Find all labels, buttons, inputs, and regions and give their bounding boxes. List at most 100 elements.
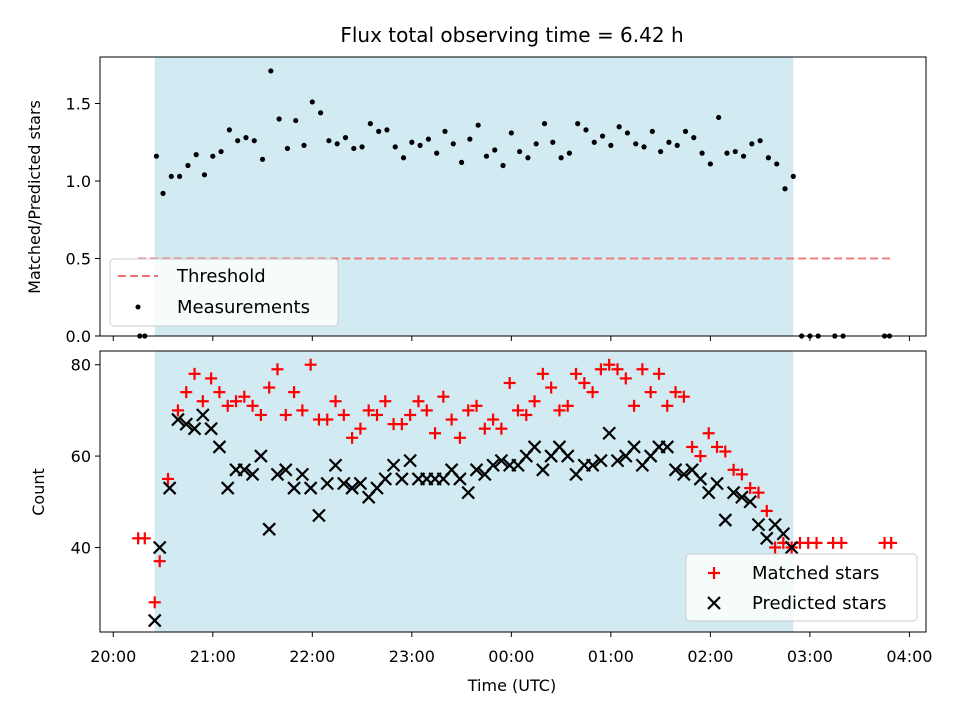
x-tick-label: 23:00 xyxy=(389,647,435,666)
predicted-star-point xyxy=(196,408,210,422)
measurement-point xyxy=(276,116,282,122)
matched-star-point xyxy=(694,450,707,463)
predicted-star-point xyxy=(560,449,575,463)
measurement-point xyxy=(301,142,307,148)
matched-star-point xyxy=(677,390,690,403)
predicted-star-point xyxy=(743,495,757,509)
measurement-point xyxy=(492,147,498,153)
matched-star-point xyxy=(835,536,848,549)
measurement-point xyxy=(400,155,407,161)
measurement-point xyxy=(782,186,788,192)
measurement-point xyxy=(259,156,266,162)
matched-star-point xyxy=(346,431,359,444)
matched-star-point xyxy=(528,395,541,408)
measurement-point xyxy=(624,130,631,136)
matched-star-point xyxy=(686,440,699,453)
measurement-point xyxy=(201,172,208,178)
matched-star-point xyxy=(148,596,161,609)
matched-star-point xyxy=(180,386,193,399)
y-tick-label: 0.0 xyxy=(66,327,91,346)
matched-star-point xyxy=(230,395,243,408)
predicted-star-point xyxy=(776,526,791,541)
matched-star-point xyxy=(462,404,475,417)
predicted-star-point xyxy=(386,458,401,473)
predicted-star-point xyxy=(718,513,733,527)
measurement-point xyxy=(591,139,597,145)
x-tick-label: 21:00 xyxy=(190,647,236,666)
x-tick-label: 22:00 xyxy=(289,647,335,666)
measurement-point xyxy=(210,153,216,159)
matched-star-point xyxy=(370,408,383,421)
matched-star-point xyxy=(221,399,234,412)
matched-star-point xyxy=(453,431,466,444)
x-tick-label: 03:00 xyxy=(787,647,833,666)
measurement-point xyxy=(550,139,556,145)
y-tick-label: 1.5 xyxy=(66,95,91,114)
measurement-point xyxy=(517,148,523,155)
predicted-star-point xyxy=(204,421,218,436)
matched-star-point xyxy=(594,363,607,376)
measurement-point xyxy=(243,135,249,141)
matched-star-point xyxy=(404,408,417,421)
matched-star-point xyxy=(735,468,748,481)
matched-star-point xyxy=(279,408,292,421)
predicted-star-point xyxy=(668,463,683,477)
matched-star-point xyxy=(429,427,442,440)
measurement-point xyxy=(168,173,174,179)
bottom-x-ticks: 20:00 21:00 22:00 23:00 00:00 01:00 02:00 03:00… xyxy=(90,632,932,666)
top-x-ticks xyxy=(112,336,910,341)
measurement-point xyxy=(616,124,622,130)
measurement-point xyxy=(732,148,738,155)
matched-star-point xyxy=(238,390,251,403)
measurement-point xyxy=(649,128,655,134)
legend-threshold-label: Threshold xyxy=(176,266,266,287)
measurement-point xyxy=(392,144,398,150)
bottom-legend: Matched stars Predicted stars xyxy=(685,553,918,622)
matched-star-point xyxy=(420,404,433,417)
measurement-point xyxy=(658,148,664,155)
matched-star-point xyxy=(445,413,458,426)
bottom-axes-frame xyxy=(99,350,927,633)
matched-star-point xyxy=(329,395,342,408)
matched-star-point xyxy=(628,399,641,412)
measurement-point xyxy=(765,155,772,161)
matched-star-point xyxy=(304,358,317,371)
measurement-point xyxy=(707,161,713,167)
predicted-star-point xyxy=(147,613,162,628)
matched-star-point xyxy=(652,367,665,380)
matched-star-point xyxy=(644,386,657,399)
measurement-point xyxy=(193,152,199,158)
measurement-point xyxy=(442,128,448,134)
y-tick-label: 40 xyxy=(71,538,91,557)
predicted-star-point xyxy=(602,426,616,441)
measurement-point xyxy=(317,110,324,116)
matched-star-point xyxy=(379,395,392,408)
matched-star-point xyxy=(246,399,259,412)
matched-star-point xyxy=(545,381,558,394)
measurement-point xyxy=(682,128,689,134)
matched-star-point xyxy=(254,408,267,421)
x-tick-label: 00:00 xyxy=(488,647,534,666)
measurement-point xyxy=(716,114,722,121)
measurement-point xyxy=(458,159,465,165)
matched-star-point xyxy=(437,390,450,403)
measurement-point xyxy=(483,153,490,159)
predicted-star-point xyxy=(677,467,691,482)
predicted-star-point xyxy=(345,481,359,495)
measurement-point xyxy=(467,136,473,142)
predicted-star-point xyxy=(378,472,393,486)
measurement-point xyxy=(757,138,763,144)
matched-star-point xyxy=(570,367,583,380)
measurement-point xyxy=(309,99,315,105)
matched-star-point xyxy=(288,386,301,399)
measurement-point xyxy=(342,135,349,141)
predicted-star-point xyxy=(710,476,724,491)
matched-star-point xyxy=(727,463,740,476)
measurement-point xyxy=(525,155,531,161)
matched-star-point xyxy=(138,532,151,545)
predicted-star-point xyxy=(320,476,335,491)
predicted-star-point xyxy=(527,440,542,454)
predicted-star-point xyxy=(152,540,167,555)
measurement-point xyxy=(500,162,506,169)
matched-star-point xyxy=(669,386,682,399)
